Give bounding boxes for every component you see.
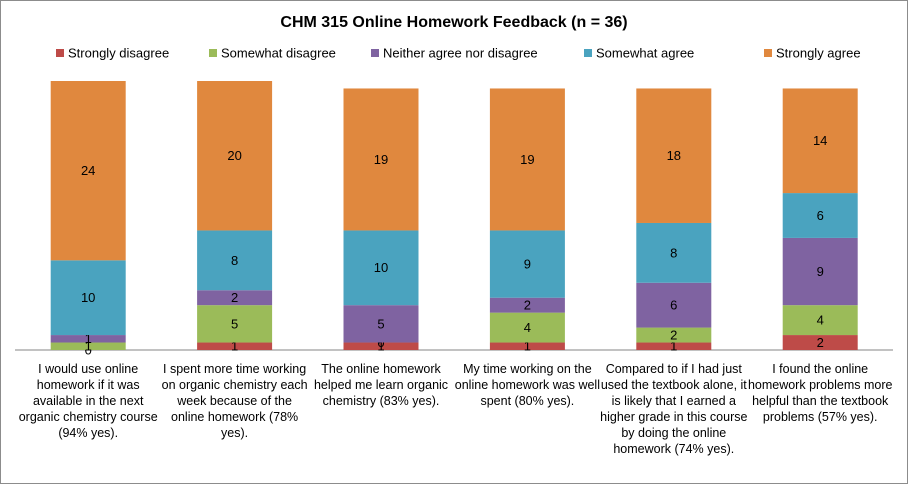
bar-segment [197,305,273,343]
bar-segment [636,222,712,283]
bar-segment [782,88,858,194]
data-label: 2 [817,335,824,350]
bar-segment [50,335,126,343]
bar-segment [343,305,419,343]
data-label: 10 [374,260,388,275]
x-tick-label: The online homework helped me learn orga… [313,362,449,408]
data-label: 2 [231,290,238,305]
bar-segment [197,342,273,350]
x-tick-label: I would use online homework if it was av… [18,362,158,440]
data-label: 9 [817,264,824,279]
bar-segment [489,342,565,350]
data-label: 4 [817,313,824,328]
bar-segment [197,230,273,291]
legend-label: Somewhat agree [596,45,694,60]
bar-segment [197,81,273,231]
bar-segment [489,88,565,231]
legend-swatch [56,49,64,57]
bar-segment [782,335,858,350]
data-label: 19 [374,152,388,167]
bar-segment [489,230,565,298]
data-label: 10 [81,290,95,305]
bar-segment [197,290,273,306]
bar-segment [50,81,126,261]
data-label: 2 [524,298,531,313]
data-label: 1 [524,339,531,354]
bar-segment [489,297,565,313]
data-label: 1 [85,339,92,354]
data-label: 1 [670,339,677,354]
data-label: 19 [520,152,534,167]
data-label: 5 [231,316,238,331]
bar-segment [782,193,858,238]
data-label: 1 [377,339,384,354]
legend-swatch [209,49,217,57]
data-label: 24 [81,163,95,178]
x-tick-label: My time working on the online homework w… [454,362,600,408]
bar-segment [343,88,419,231]
bar-segment [50,342,126,350]
data-label: 5 [377,316,384,331]
data-label: 8 [231,253,238,268]
bar-segment [782,305,858,336]
data-label: 4 [524,320,531,335]
data-label: 2 [670,327,677,342]
legend-label: Strongly disagree [68,45,169,60]
data-label: 6 [817,208,824,223]
data-label: 9 [524,257,531,272]
legend-label: Somewhat disagree [221,45,336,60]
x-tick-label: I spent more time working on organic che… [161,362,308,440]
bar-segment [636,342,712,350]
chart-title: CHM 315 Online Homework Feedback (n = 36… [280,14,627,31]
bar-segment [343,342,419,350]
x-tick-label: Compared to if I had just used the textb… [600,362,748,456]
data-label: 8 [670,245,677,260]
data-label: 6 [670,298,677,313]
data-label: 18 [667,148,681,163]
legend-swatch [764,49,772,57]
legend-label: Neither agree nor disagree [383,45,538,60]
bar-segment [50,260,126,336]
bar-segment [489,312,565,343]
bar-segment [636,282,712,328]
x-tick-label: I found the online homework problems mor… [747,362,893,424]
data-label: 14 [813,133,827,148]
bar-segment [636,327,712,343]
legend-swatch [584,49,592,57]
bar-segment [636,88,712,223]
bar-segment [782,237,858,306]
data-label: 20 [227,148,241,163]
legend-swatch [371,49,379,57]
legend-label: Strongly agree [776,45,861,60]
data-label: 1 [85,331,92,346]
data-label: 1 [231,339,238,354]
bar-segment [343,230,419,306]
